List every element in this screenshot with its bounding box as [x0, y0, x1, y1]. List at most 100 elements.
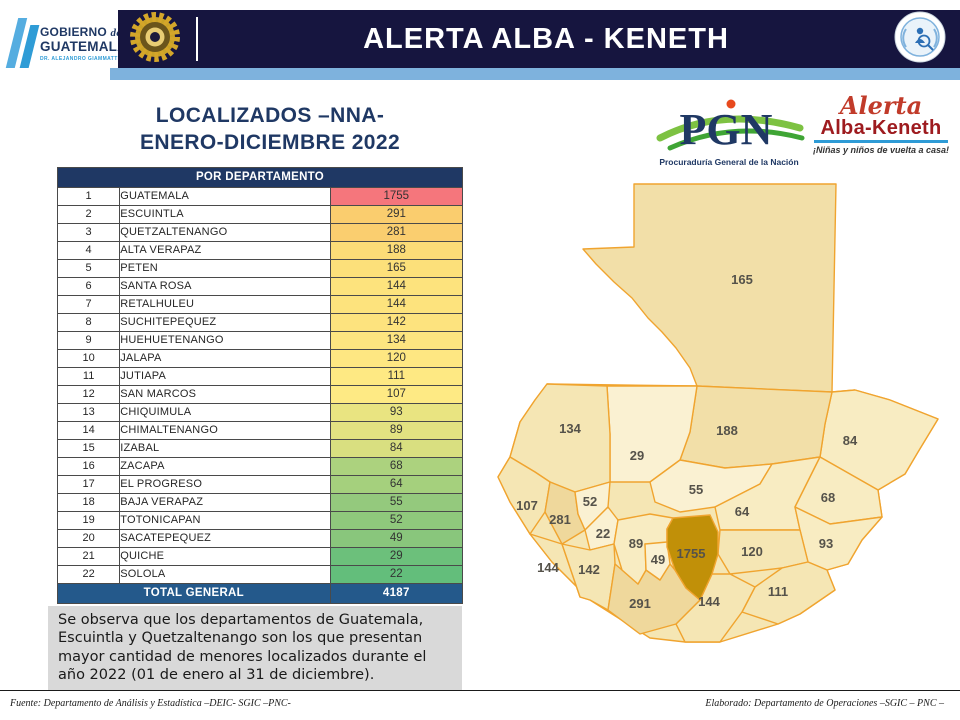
table-row: 4 ALTA VERAPAZ 188: [56, 241, 464, 260]
table-row: 13 CHIQUIMULA 93: [56, 403, 464, 422]
gov-subtitle: DR. ALEJANDRO GIAMMATTEI: [40, 55, 124, 62]
observation-note: Se observa que los departamentos de Guat…: [48, 606, 462, 692]
row-department: SAN MARCOS: [119, 385, 331, 404]
map-label-chimaltenango: 89: [629, 536, 643, 551]
table-row: 12 SAN MARCOS 107: [56, 385, 464, 404]
map-label-solola: 22: [596, 526, 610, 541]
row-department: SUCHITEPEQUEZ: [119, 313, 331, 332]
row-department: TOTONICAPAN: [119, 511, 331, 530]
alba-keneth-logo: Alerta Alba-Keneth ¡Niñas y niños de vue…: [810, 94, 952, 172]
map-label-quiche: 29: [630, 448, 644, 463]
row-rank: 5: [56, 259, 121, 278]
header-accent-strip: [110, 68, 960, 80]
table-row: 6 SANTA ROSA 144: [56, 277, 464, 296]
map-region-san-marcos: [497, 456, 551, 535]
row-department: RETALHULEU: [119, 295, 331, 314]
row-department: EL PROGRESO: [119, 475, 331, 494]
row-value: 1755: [329, 187, 464, 206]
table-row: 11 JUTIAPA 111: [56, 367, 464, 386]
row-value: 291: [329, 205, 464, 224]
pgn-swoosh-icon: [656, 115, 804, 142]
table-row: 22 SOLOLA 22: [56, 565, 464, 584]
alba-logo-line1: Alerta: [839, 91, 923, 120]
row-department: QUICHE: [119, 547, 331, 566]
map-label-el_progreso: 64: [735, 504, 750, 519]
gov-line1: GOBIERNO: [40, 25, 107, 39]
map-label-zacapa: 68: [821, 490, 835, 505]
row-department: QUETZALTENANGO: [119, 223, 331, 242]
row-rank: 7: [56, 295, 121, 314]
map-label-izabal: 84: [843, 433, 858, 448]
row-value: 188: [329, 241, 464, 260]
row-department: ESCUINTLA: [119, 205, 331, 224]
row-rank: 9: [56, 331, 121, 350]
pgn-swoosh-icon: [667, 128, 805, 151]
row-department: CHIMALTENANGO: [119, 421, 331, 440]
gov-logo-text: GOBIERNO de GUATEMALA DR. ALEJANDRO GIAM…: [40, 26, 127, 62]
departments-table: POR DEPARTAMENTO 1 GUATEMALA 1755 2 ESCUINTL…: [56, 167, 464, 604]
row-rank: 11: [56, 367, 121, 386]
table-row: 2 ESCUINTLA 291: [56, 205, 464, 224]
row-rank: 16: [56, 457, 121, 476]
row-value: 64: [329, 475, 464, 494]
pgn-figure-icon: [726, 99, 736, 109]
page-title: ALERTA ALBA - KENETH: [363, 22, 729, 55]
row-value: 22: [329, 565, 464, 584]
map-label-suchitepequez: 142: [578, 562, 600, 577]
footer-source: Fuente: Departamento de Análisis y Estad…: [10, 698, 291, 709]
row-rank: 20: [56, 529, 121, 548]
row-rank: 2: [56, 205, 121, 224]
table-row: 21 QUICHE 29: [56, 547, 464, 566]
row-value: 144: [329, 295, 464, 314]
row-rank: 13: [56, 403, 121, 422]
map-label-peten: 165: [731, 272, 753, 287]
row-value: 107: [329, 385, 464, 404]
map-label-totonicapan: 52: [583, 494, 597, 509]
table-row: 8 SUCHITEPEQUEZ 142: [56, 313, 464, 332]
map-label-sacatepequez: 49: [651, 552, 665, 567]
header-divider: [196, 17, 198, 61]
row-department: HUEHUETENANGO: [119, 331, 331, 350]
map-label-quetzaltenango: 281: [549, 512, 571, 527]
map-label-san_marcos: 107: [516, 498, 538, 513]
total-label: TOTAL GENERAL: [57, 583, 331, 604]
table-row: 9 HUEHUETENANGO 134: [56, 331, 464, 350]
alba-logo-tagline: ¡Niñas y niños de vuelta a casa!: [812, 145, 950, 155]
row-department: SOLOLA: [119, 565, 331, 584]
row-value: 134: [329, 331, 464, 350]
map-label-retalhuleu: 144: [537, 560, 559, 575]
row-department: ZACAPA: [119, 457, 331, 476]
row-rank: 15: [56, 439, 121, 458]
alba-logo-line2: Alba-Keneth: [820, 117, 942, 139]
row-rank: 18: [56, 493, 121, 512]
row-value: 68: [329, 457, 464, 476]
row-rank: 21: [56, 547, 121, 566]
alba-logo-rule: [814, 140, 948, 143]
row-rank: 1: [56, 187, 121, 206]
gobierno-guatemala-logo: GOBIERNO de GUATEMALA DR. ALEJANDRO GIAM…: [5, 12, 127, 80]
row-value: 111: [329, 367, 464, 386]
row-rank: 12: [56, 385, 121, 404]
row-value: 93: [329, 403, 464, 422]
row-value: 55: [329, 493, 464, 512]
footer-divider: [0, 690, 960, 691]
footer-elaborated: Elaborado: Departamento de Operaciones –…: [705, 698, 944, 709]
row-rank: 10: [56, 349, 121, 368]
row-rank: 3: [56, 223, 121, 242]
section-title-line1: LOCALIZADOS –NNA-: [155, 104, 385, 127]
map-region-santa-rosa: [675, 573, 756, 643]
table-row: 14 CHIMALTENANGO 89: [56, 421, 464, 440]
row-department: ALTA VERAPAZ: [119, 241, 331, 260]
table-row: 3 QUETZALTENANGO 281: [56, 223, 464, 242]
row-value: 165: [329, 259, 464, 278]
row-department: IZABAL: [119, 439, 331, 458]
dept-table-body: 1 GUATEMALA 1755 2 ESCUINTLA 291 3 QUETZALTENAN…: [56, 187, 464, 584]
row-value: 89: [329, 421, 464, 440]
row-department: SACATEPEQUEZ: [119, 529, 331, 548]
table-row: 1 GUATEMALA 1755: [56, 187, 464, 206]
gov-line2: GUATEMALA: [40, 39, 128, 54]
row-rank: 17: [56, 475, 121, 494]
map-label-escuintla: 291: [629, 596, 651, 611]
row-department: JUTIAPA: [119, 367, 331, 386]
row-value: 142: [329, 313, 464, 332]
